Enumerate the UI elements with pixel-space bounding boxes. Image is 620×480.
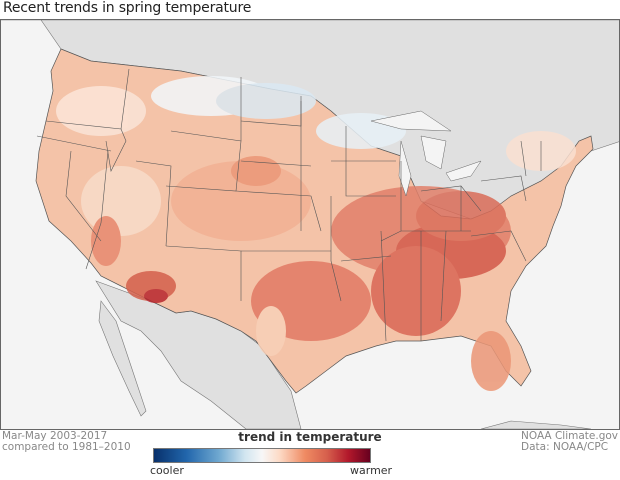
lake-huron: [420, 135, 447, 170]
us-temperature-map: [1, 20, 619, 429]
page-title: Recent trends in spring temperature: [3, 0, 252, 16]
lake-michigan: [398, 140, 412, 197]
period-caption: Mar-May 2003-2017 compared to 1981–2010: [2, 431, 131, 453]
credit-line-1: NOAA Climate.gov: [521, 430, 618, 442]
legend-title: trend in temperature: [238, 430, 382, 444]
legend-colorbar: [153, 448, 371, 463]
baja-california: [98, 300, 147, 417]
period-line-2: compared to 1981–2010: [2, 441, 131, 453]
credit-line-2: Data: NOAA/CPC: [521, 441, 609, 453]
lake-superior: [370, 110, 452, 132]
period-line-1: Mar-May 2003-2017: [2, 430, 108, 442]
legend-high-label: warmer: [350, 464, 393, 477]
state-borders: [36, 68, 542, 342]
lake-erie: [445, 160, 482, 182]
legend-low-label: cooler: [150, 464, 184, 477]
cuba: [480, 420, 592, 429]
credit-caption: NOAA Climate.gov Data: NOAA/CPC: [521, 431, 618, 453]
map-panel: [0, 19, 620, 430]
